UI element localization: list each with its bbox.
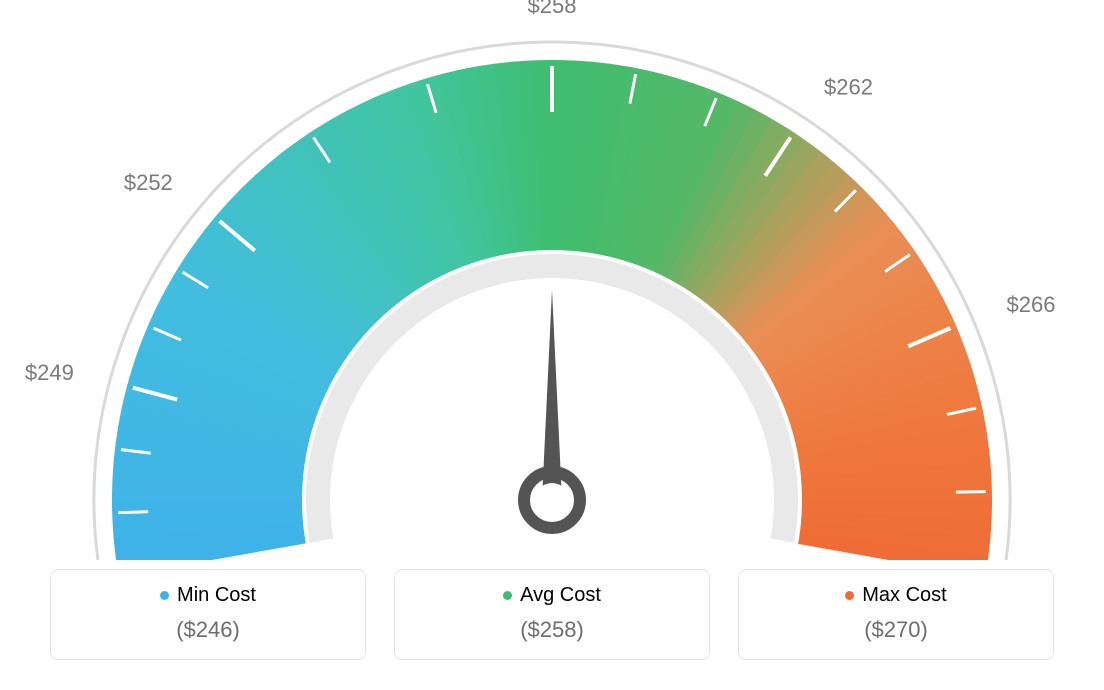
legend-dot-avg [503, 591, 512, 600]
legend-card-max: Max Cost ($270) [738, 569, 1054, 660]
legend-value-max: ($270) [749, 617, 1043, 643]
cost-gauge: $246$249$252$258$262$266$270 [0, 0, 1104, 560]
legend-value-avg: ($258) [405, 617, 699, 643]
gauge-tick-label: $252 [124, 170, 173, 195]
legend-title-min: Min Cost [160, 584, 256, 607]
gauge-tick-label: $249 [25, 360, 74, 385]
legend-title-avg: Avg Cost [503, 584, 601, 607]
legend-label-max: Max Cost [862, 584, 946, 607]
gauge-tick-label: $262 [824, 74, 873, 99]
legend-title-max: Max Cost [845, 584, 946, 607]
gauge-tick-label: $266 [1007, 292, 1056, 317]
legend-card-min: Min Cost ($246) [50, 569, 366, 660]
legend-label-avg: Avg Cost [520, 584, 601, 607]
legend-value-min: ($246) [61, 617, 355, 643]
legend-row: Min Cost ($246) Avg Cost ($258) Max Cost… [0, 569, 1104, 660]
gauge-tick-label: $258 [528, 0, 577, 18]
legend-dot-max [845, 591, 854, 600]
legend-dot-min [160, 591, 169, 600]
legend-card-avg: Avg Cost ($258) [394, 569, 710, 660]
legend-label-min: Min Cost [177, 584, 256, 607]
gauge-svg: $246$249$252$258$262$266$270 [0, 0, 1104, 560]
